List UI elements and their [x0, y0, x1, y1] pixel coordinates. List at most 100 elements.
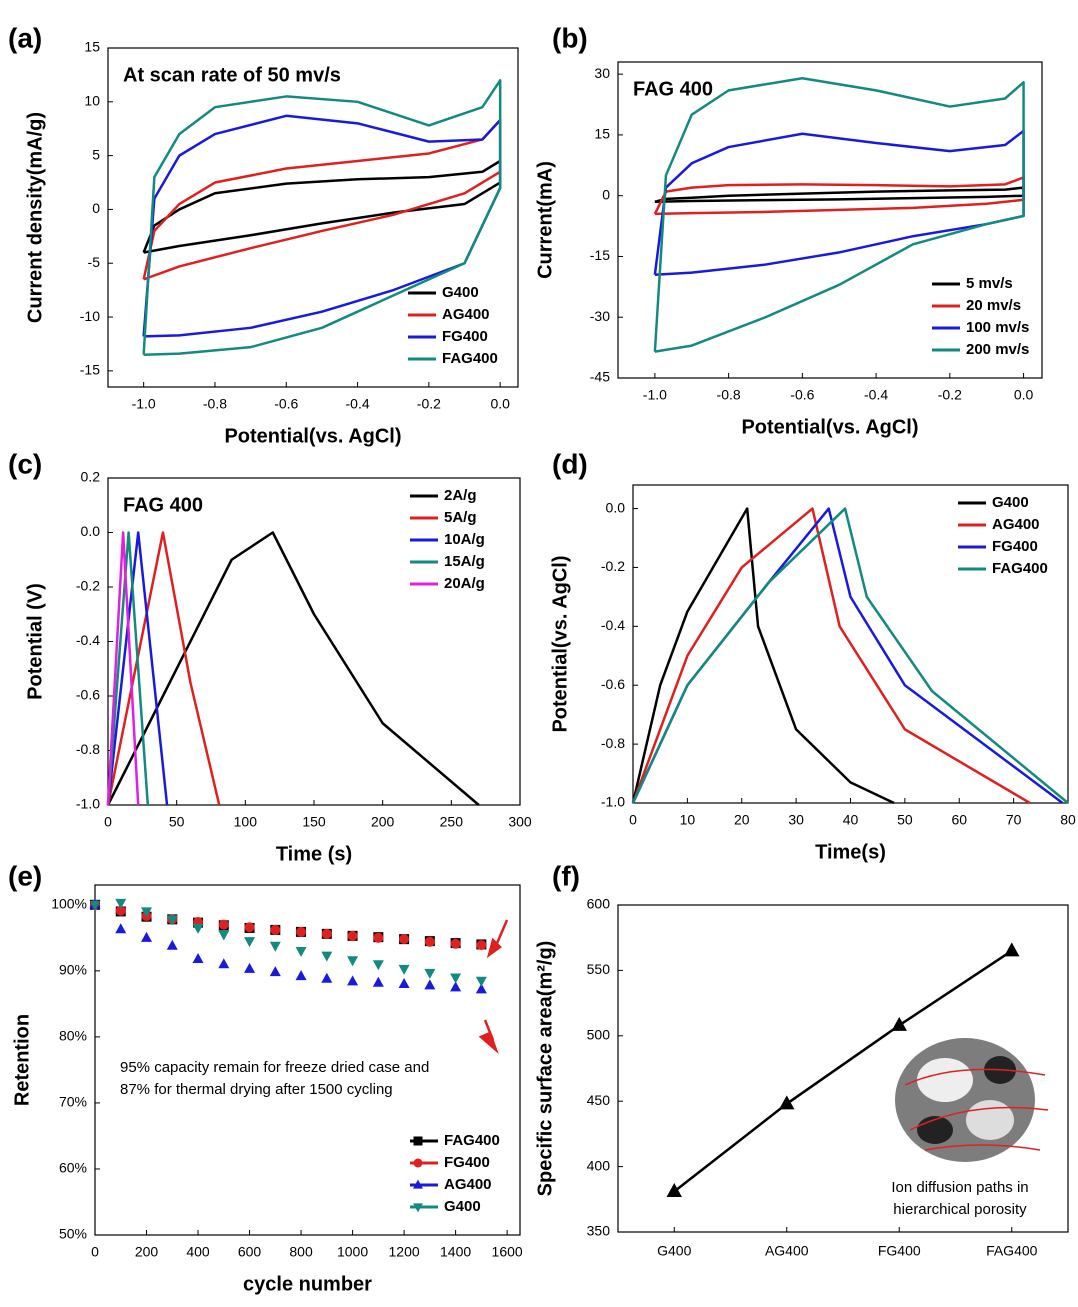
marker	[413, 1179, 423, 1189]
y-tick-label: 500	[587, 1027, 611, 1043]
legend-label: FAG400	[992, 560, 1048, 577]
legend-label: 5A/g	[444, 509, 477, 526]
x-tick-label: -1.0	[643, 387, 667, 403]
marker	[398, 978, 410, 989]
x-tick-label: FAG400	[986, 1243, 1038, 1259]
inset-illustration	[895, 1038, 1049, 1162]
marker	[244, 937, 256, 948]
y-axis-label: Retention	[11, 1014, 33, 1106]
data-line	[653, 176, 1025, 216]
y-tick-label: -5	[88, 254, 101, 270]
y-tick-label: 15	[84, 39, 100, 55]
legend-label: FG400	[444, 1154, 490, 1171]
marker	[218, 930, 230, 941]
marker	[347, 975, 359, 986]
x-tick-label: 1200	[389, 1244, 420, 1260]
y-axis-label: Specific surface area(m²/g)	[534, 941, 556, 1197]
y-tick-label: 60%	[59, 1160, 87, 1176]
x-tick-label: 300	[508, 814, 532, 830]
y-tick-label: 15	[594, 126, 610, 142]
x-axis-label: Potential(vs. AgCl)	[224, 425, 401, 447]
marker	[244, 922, 255, 933]
x-tick-label: 0	[629, 812, 637, 828]
data-line	[631, 507, 1031, 805]
y-tick-label: 10	[84, 93, 100, 109]
annotation: At scan rate of 50 mv/s	[123, 64, 341, 86]
annotation: 95% capacity remain for freeze dried cas…	[120, 1059, 429, 1076]
legend-label: G400	[992, 494, 1029, 511]
marker	[475, 976, 487, 987]
y-tick-label: 50%	[59, 1226, 87, 1242]
annotation: FAG 400	[123, 494, 203, 516]
y-tick-label: 600	[587, 896, 611, 912]
marker	[372, 976, 384, 987]
data-line	[673, 949, 1013, 1193]
y-tick-label: 5	[92, 146, 100, 162]
panel-label: (c)	[8, 448, 42, 479]
marker	[192, 923, 204, 934]
marker	[372, 960, 384, 971]
x-axis-label: Potential(vs. AgCl)	[741, 416, 918, 438]
x-tick-label: 30	[788, 812, 804, 828]
x-tick-label: 1600	[492, 1244, 523, 1260]
x-tick-label: 600	[238, 1244, 262, 1260]
marker	[166, 915, 178, 926]
marker	[450, 973, 462, 984]
marker	[347, 930, 358, 941]
y-tick-label: -1.0	[601, 794, 625, 810]
x-tick-label: 200	[135, 1244, 159, 1260]
legend-label: 15A/g	[444, 553, 485, 570]
data-line	[631, 507, 1069, 804]
x-tick-label: 150	[302, 814, 326, 830]
legend-label: 200 mv/s	[966, 341, 1029, 358]
legend-label: 20 mv/s	[966, 297, 1021, 314]
y-tick-label: 450	[587, 1092, 611, 1108]
x-tick-label: AG400	[765, 1243, 809, 1259]
marker	[269, 966, 281, 977]
marker	[141, 931, 153, 942]
marker	[192, 952, 204, 963]
marker	[295, 970, 307, 981]
data-line	[653, 129, 1025, 276]
legend-label: AG400	[444, 1176, 492, 1193]
y-tick-label: 80%	[59, 1028, 87, 1044]
legend-label: AG400	[992, 516, 1040, 533]
annotation: Ion diffusion paths in	[891, 1179, 1028, 1196]
marker	[424, 968, 436, 979]
marker	[166, 939, 178, 950]
y-tick-label: -1.0	[76, 796, 100, 812]
x-tick-label: 100	[234, 814, 258, 830]
marker	[475, 983, 487, 994]
x-tick-label: 0.0	[1014, 387, 1034, 403]
x-tick-label: FG400	[878, 1243, 921, 1259]
y-tick-label: 90%	[59, 962, 87, 978]
y-tick-label: -30	[590, 308, 610, 324]
x-tick-label: 40	[843, 812, 859, 828]
y-axis-label: Potential (V)	[24, 583, 46, 700]
marker	[269, 941, 281, 952]
x-tick-label: -0.2	[938, 387, 962, 403]
marker	[424, 979, 436, 990]
marker	[399, 934, 410, 945]
x-axis-label: Time (s)	[276, 843, 352, 865]
legend-label: 10A/g	[444, 531, 485, 548]
x-tick-label: 400	[186, 1244, 210, 1260]
marker	[450, 981, 462, 992]
legend-label: G400	[442, 284, 479, 301]
y-tick-label: 0	[602, 186, 610, 202]
y-tick-label: -0.6	[601, 676, 625, 692]
panel-label: (f)	[552, 860, 580, 891]
panel-label: (b)	[552, 22, 588, 53]
y-tick-label: 0	[92, 200, 100, 216]
x-tick-label: 10	[680, 812, 696, 828]
plot-frame	[107, 47, 519, 388]
legend-label: 20A/g	[444, 575, 485, 592]
plot-frame	[617, 904, 1069, 1233]
y-tick-label: 0.2	[81, 469, 101, 485]
x-tick-label: -0.6	[274, 396, 298, 412]
marker	[891, 1016, 907, 1031]
marker	[347, 956, 359, 967]
y-tick-label: 550	[587, 961, 611, 977]
y-tick-label: 400	[587, 1157, 611, 1173]
x-tick-label: 0	[104, 814, 112, 830]
